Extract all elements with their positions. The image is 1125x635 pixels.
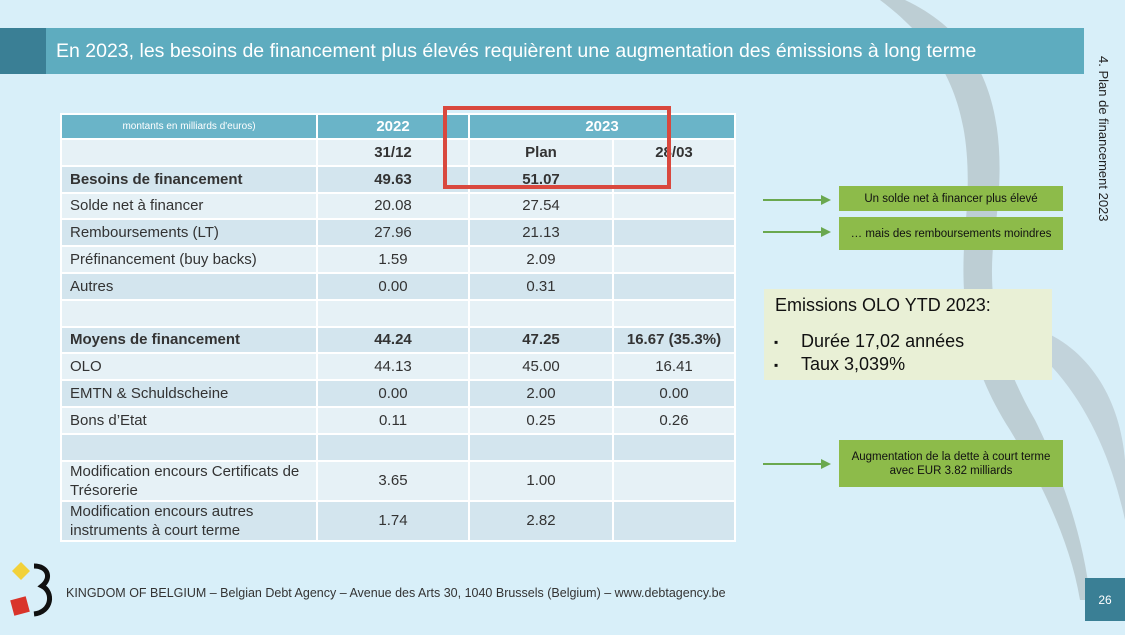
row-label: Besoins de financement <box>60 164 318 194</box>
title-accent <box>0 28 46 74</box>
cell-plan <box>468 432 614 462</box>
footer-text: KINGDOM OF BELGIUM – Belgian Debt Agency… <box>66 586 726 600</box>
table-row: EMTN & Schuldscheine 0.00 2.00 0.00 <box>60 379 736 408</box>
cell-ytd: 0.26 <box>612 405 736 435</box>
table-row: Besoins de financement 49.63 51.07 <box>60 164 736 194</box>
cell-ytd <box>612 432 736 462</box>
cell-plan: 45.00 <box>468 352 614 382</box>
row-label: Remboursements (LT) <box>60 218 318 248</box>
note-dette-court-terme: Augmentation de la dette à court terme a… <box>839 440 1063 487</box>
table-row: Moyens de financement 44.24 47.25 16.67 … <box>60 325 736 355</box>
cell-ytd <box>612 164 736 194</box>
row-label: Solde net à financer <box>60 191 318 221</box>
row-label: Préfinancement (buy backs) <box>60 245 318 274</box>
header-2023: 2023 <box>468 113 736 140</box>
row-label: EMTN & Schuldscheine <box>60 379 318 408</box>
note-remboursements: … mais des remboursements moindres <box>839 217 1063 250</box>
cell-plan: 21.13 <box>468 218 614 248</box>
cell-2022: 3.65 <box>316 459 470 502</box>
belgian-debt-agency-logo <box>10 562 52 617</box>
cell-2022 <box>316 432 470 462</box>
plan-highlight-box <box>443 106 671 189</box>
olo-emissions-box: Emissions OLO YTD 2023: ▪ Durée 17,02 ann… <box>764 289 1052 380</box>
note-solde: Un solde net à financer plus élevé <box>839 186 1063 211</box>
olo-item: ▪ Taux 3,039% <box>774 354 905 375</box>
page-number: 26 <box>1085 578 1125 621</box>
cell-plan: 1.00 <box>468 459 614 502</box>
olo-item-text: Taux 3,039% <box>801 354 906 374</box>
cell-ytd <box>612 298 736 328</box>
table-spacer-row <box>60 298 736 328</box>
row-label <box>60 298 318 328</box>
cell-ytd <box>612 245 736 274</box>
table-row: Bons d’Etat 0.11 0.25 0.26 <box>60 405 736 435</box>
bullet-icon: ▪ <box>774 358 779 373</box>
unit-label: montants en milliards d'euros) <box>60 113 318 140</box>
cell-2022: 0.11 <box>316 405 470 435</box>
cell-ytd: 0.00 <box>612 379 736 408</box>
cell-plan: 0.31 <box>468 271 614 301</box>
title-bar: En 2023, les besoins de financement plus… <box>0 28 1084 74</box>
table-row: Modification encours Certificats de Trés… <box>60 459 736 502</box>
cell-ytd <box>612 271 736 301</box>
cell-plan: 0.25 <box>468 405 614 435</box>
cell-ytd: 16.41 <box>612 352 736 382</box>
cell-ytd <box>612 191 736 221</box>
cell-2022: 27.96 <box>316 218 470 248</box>
table-row: Remboursements (LT) 27.96 21.13 <box>60 218 736 248</box>
table-row: OLO 44.13 45.00 16.41 <box>60 352 736 382</box>
cell-2022: 44.13 <box>316 352 470 382</box>
cell-2022: 1.59 <box>316 245 470 274</box>
olo-item: ▪ Durée 17,02 années <box>774 331 964 352</box>
row-label <box>60 432 318 462</box>
table-subheader-row: 31/12 Plan 28/03 <box>60 138 736 167</box>
cell-2022: 20.08 <box>316 191 470 221</box>
olo-item-text: Durée 17,02 années <box>801 331 965 351</box>
cell-2022: 0.00 <box>316 271 470 301</box>
table-row: Solde net à financer 20.08 27.54 <box>60 191 736 221</box>
cell-2022 <box>316 298 470 328</box>
row-label: Bons d’Etat <box>60 405 318 435</box>
cell-plan: 2.09 <box>468 245 614 274</box>
cell-ytd: 16.67 (35.3%) <box>612 325 736 355</box>
row-label: Modification encours autres instruments … <box>60 499 318 542</box>
table-row: Préfinancement (buy backs) 1.59 2.09 <box>60 245 736 274</box>
table-row: Modification encours autres instruments … <box>60 499 736 542</box>
cell-ytd <box>612 218 736 248</box>
cell-plan: 27.54 <box>468 191 614 221</box>
section-label: 4. Plan de financement 2023 <box>1096 56 1120 236</box>
arrow-right-icon <box>763 459 831 469</box>
subheader-empty <box>60 138 318 167</box>
subheader-plan: Plan <box>468 138 614 167</box>
row-label: Modification encours Certificats de Trés… <box>60 459 318 502</box>
olo-title: Emissions OLO YTD 2023: <box>775 295 991 315</box>
row-label: Moyens de financement <box>60 325 318 355</box>
arrow-right-icon <box>763 227 831 237</box>
row-label: Autres <box>60 271 318 301</box>
cell-2022: 0.00 <box>316 379 470 408</box>
cell-2022: 1.74 <box>316 499 470 542</box>
cell-plan <box>468 298 614 328</box>
cell-ytd <box>612 459 736 502</box>
arrow-right-icon <box>763 195 831 205</box>
slide-title: En 2023, les besoins de financement plus… <box>56 40 977 62</box>
bullet-icon: ▪ <box>774 335 779 350</box>
financing-table: montants en milliards d'euros) 2022 2023… <box>60 113 736 542</box>
row-label: OLO <box>60 352 318 382</box>
section-label-text: 4. Plan de financement 2023 <box>1096 56 1111 222</box>
cell-ytd <box>612 499 736 542</box>
table-spacer-row <box>60 432 736 462</box>
table-header-row: montants en milliards d'euros) 2022 2023 <box>60 113 736 140</box>
cell-plan: 47.25 <box>468 325 614 355</box>
cell-2022: 44.24 <box>316 325 470 355</box>
table-row: Autres 0.00 0.31 <box>60 271 736 301</box>
subheader-date-2023: 28/03 <box>612 138 736 167</box>
cell-plan: 2.00 <box>468 379 614 408</box>
cell-plan: 2.82 <box>468 499 614 542</box>
